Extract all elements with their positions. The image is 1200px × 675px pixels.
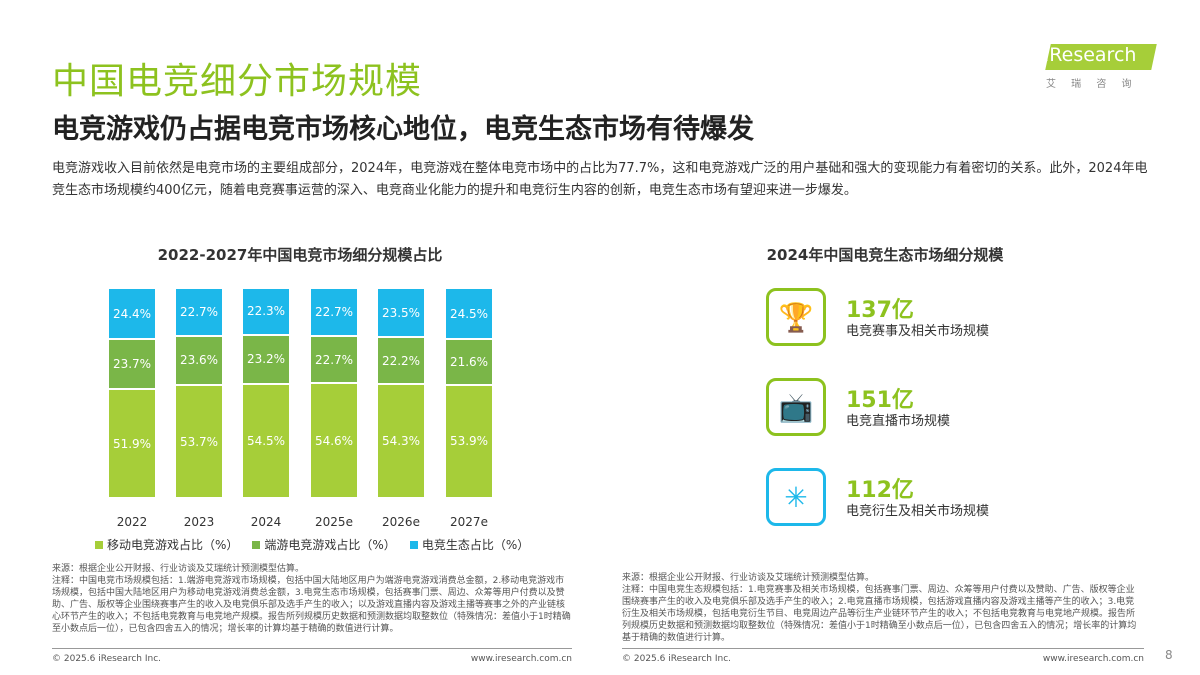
- x-tick-label: 2025e: [315, 515, 353, 529]
- copyright: © 2025.6 iResearch Inc.: [622, 654, 732, 664]
- eco-value: 137亿: [846, 298, 914, 323]
- notes-right: 来源：根据企业公开财报、行业访谈及艾瑞统计预测模型估算。 注释：中国电竞生态规模…: [622, 572, 1142, 644]
- page-title: 中国电竞细分市场规模: [52, 61, 423, 102]
- bar-segment: 53.9%: [446, 385, 492, 497]
- bar-segment: 54.6%: [311, 384, 357, 497]
- bar-segment: 22.7%: [311, 289, 357, 335]
- legend-item: 端游电竞游戏占比（%）: [252, 536, 396, 553]
- x-tick-label: 2023: [183, 515, 215, 529]
- legend-item: 移动电竞游戏占比（%）: [95, 536, 238, 553]
- bar-2027e: 53.9% 21.6% 24.5%: [446, 287, 492, 497]
- bar-2026e: 54.3% 22.2% 23.5%: [378, 287, 424, 497]
- legend-item: 电竞生态占比（%）: [409, 536, 529, 553]
- bar-segment: 23.6%: [176, 336, 222, 385]
- ecosystem-title: 2024年中国电竞生态市场细分规模: [766, 246, 1004, 264]
- note-text: 注释：中国电竞生态规模包括：1.电竞赛事及相关市场规模，包括赛事门票、周边、众筹…: [622, 585, 1137, 643]
- bar-2023: 53.7% 23.6% 22.7%: [176, 287, 222, 497]
- eco-value: 151亿: [846, 388, 914, 413]
- bar-segment: 54.5%: [243, 384, 289, 497]
- notes-left: 来源：根据企业公开财报、行业访谈及艾瑞统计预测模型估算。 注释：中国电竞市场规模…: [52, 563, 572, 635]
- bar-segment: 22.2%: [378, 338, 424, 383]
- chart-legend: 移动电竞游戏占比（%） 端游电竞游戏占比（%） 电竞生态占比（%）: [95, 536, 529, 553]
- bar-segment: 22.3%: [243, 289, 289, 334]
- logo-text: iResearch: [1044, 44, 1137, 66]
- website-link[interactable]: www.iresearch.com.cn: [1042, 654, 1144, 664]
- trophy-icon: 🏆: [766, 288, 826, 346]
- copyright: © 2025.6 iResearch Inc.: [52, 654, 162, 664]
- eco-label: 电竞直播市场规模: [846, 414, 951, 429]
- page-number: 8: [1165, 648, 1173, 662]
- logo: iResearch 艾 瑞 咨 询: [1040, 38, 1160, 90]
- bar-segment: 53.7%: [176, 386, 222, 497]
- eco-value: 112亿: [846, 478, 914, 503]
- x-tick-label: 2027e: [450, 515, 488, 529]
- logo-cn: 艾 瑞 咨 询: [1046, 79, 1138, 90]
- chart-title: 2022-2027年中国电竞市场细分规模占比: [157, 246, 443, 264]
- bar-segment: 23.7%: [109, 340, 155, 389]
- bar-segment: 54.3%: [378, 384, 424, 497]
- website-link[interactable]: www.iresearch.com.cn: [470, 654, 572, 664]
- bar-segment: 22.7%: [311, 336, 357, 383]
- source-text: 来源：根据企业公开财报、行业访谈及艾瑞统计预测模型估算。: [622, 573, 875, 583]
- divider: [52, 648, 572, 649]
- intro-text: 电竞游戏收入目前依然是电竞市场的主要组成部分，2024年，电竞游戏在整体电竞市场…: [52, 161, 1148, 198]
- bar-segment: 23.2%: [243, 335, 289, 383]
- divider: [622, 648, 1144, 649]
- x-tick-label: 2026e: [382, 515, 420, 529]
- bar-2025e: 54.6% 22.7% 22.7%: [311, 287, 357, 497]
- bar-2022: 51.9% 23.7% 24.4%: [109, 287, 155, 497]
- x-tick-label: 2024: [250, 515, 282, 529]
- note-text: 注释：中国电竞市场规模包括：1.端游电竞游戏市场规模，包括中国大陆地区用户为端游…: [52, 576, 571, 634]
- network-icon: ✳: [766, 468, 826, 526]
- tv-icon: 📺: [766, 378, 826, 436]
- bar-segment: 22.7%: [176, 289, 222, 335]
- source-text: 来源：根据企业公开财报、行业访谈及艾瑞统计预测模型估算。: [52, 564, 305, 574]
- bar-segment: 21.6%: [446, 340, 492, 384]
- eco-label: 电竞衍生及相关市场规模: [846, 504, 990, 519]
- bar-segment: 24.4%: [109, 289, 155, 339]
- page-subtitle: 电竞游戏仍占据电竞市场核心地位，电竞生态市场有待爆发: [52, 114, 754, 145]
- eco-label: 电竞赛事及相关市场规模: [846, 324, 990, 339]
- x-tick-label: 2022: [116, 515, 148, 529]
- bar-segment: 24.5%: [446, 289, 492, 339]
- bar-segment: 51.9%: [109, 390, 155, 497]
- bar-segment: 23.5%: [378, 289, 424, 337]
- bar-2024: 54.5% 23.2% 22.3%: [243, 287, 289, 497]
